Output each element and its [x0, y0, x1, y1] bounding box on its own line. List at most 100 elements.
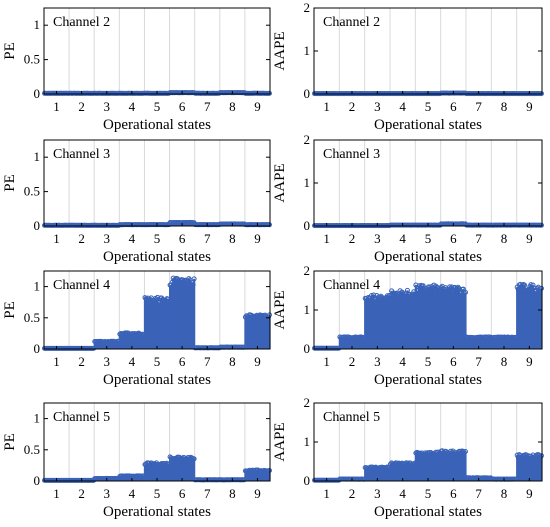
- x-tick-label: 6: [450, 231, 457, 246]
- state-6-stems: [167, 219, 197, 226]
- state-4-stems: [117, 473, 147, 481]
- y-tick-label: 2: [304, 263, 311, 278]
- x-tick-label: 2: [349, 231, 356, 246]
- stem-marker: [266, 90, 272, 96]
- x-tick-label: 6: [450, 486, 457, 501]
- y-axis-label: AAPE: [272, 163, 288, 202]
- y-tick-label: 1: [34, 17, 41, 32]
- y-tick-label: 1: [34, 411, 41, 426]
- x-tick-label: 2: [349, 354, 356, 369]
- stem-marker: [530, 282, 536, 288]
- y-axis-label: PE: [2, 433, 18, 451]
- x-tick-label: 8: [501, 231, 508, 246]
- x-tick-label: 5: [154, 354, 161, 369]
- stem-marker: [266, 468, 272, 474]
- x-tick-label: 8: [501, 486, 508, 501]
- y-tick-label: 0: [34, 86, 41, 101]
- stem-marker: [191, 456, 197, 462]
- x-tick-label: 3: [374, 99, 381, 114]
- x-tick-label: 2: [78, 486, 85, 501]
- x-axis-label: Operational states: [103, 504, 211, 520]
- x-tick-label: 3: [374, 354, 381, 369]
- x-axis-label: Operational states: [103, 372, 211, 388]
- state-4-stems: [388, 460, 418, 481]
- x-tick-label: 9: [526, 354, 533, 369]
- x-tick-label: 5: [154, 99, 161, 114]
- state-9-stems: [514, 452, 544, 481]
- state-9-stems: [242, 312, 272, 349]
- x-tick-label: 9: [254, 354, 261, 369]
- x-tick-label: 3: [374, 486, 381, 501]
- panel-title: Channel 3: [53, 147, 110, 162]
- x-tick-label: 2: [78, 354, 85, 369]
- y-tick-label: 1: [304, 434, 311, 449]
- y-tick-label: 2: [304, 0, 311, 15]
- stem-marker: [413, 282, 419, 288]
- x-tick-label: 1: [323, 231, 330, 246]
- y-tick-label: 0.5: [24, 52, 40, 67]
- x-tick-label: 4: [399, 231, 406, 246]
- x-tick-label: 9: [526, 486, 533, 501]
- stem-marker: [371, 292, 377, 298]
- y-tick-label: 0: [304, 341, 311, 356]
- state-9-stems: [514, 281, 544, 349]
- x-tick-label: 4: [129, 99, 136, 114]
- stem-marker: [400, 291, 406, 297]
- y-tick-label: 1: [304, 43, 311, 58]
- state-3-stems: [362, 292, 392, 349]
- y-axis-label: PE: [2, 301, 18, 319]
- x-tick-label: 6: [450, 354, 457, 369]
- x-tick-label: 7: [475, 354, 482, 369]
- x-tick-label: 5: [425, 354, 432, 369]
- stem-marker: [266, 222, 272, 228]
- panel-title: Channel 4: [323, 278, 380, 293]
- y-axis-label: AAPE: [272, 422, 288, 461]
- state-8-stems: [489, 334, 519, 349]
- x-tick-label: 7: [475, 99, 482, 114]
- x-tick-label: 5: [425, 486, 432, 501]
- x-tick-label: 9: [254, 231, 261, 246]
- x-tick-label: 5: [425, 231, 432, 246]
- x-tick-label: 6: [179, 486, 186, 501]
- x-tick-label: 8: [501, 354, 508, 369]
- x-tick-label: 9: [254, 99, 261, 114]
- x-tick-label: 5: [154, 486, 161, 501]
- y-tick-label: 0.5: [24, 184, 40, 199]
- x-tick-label: 8: [229, 354, 236, 369]
- x-axis-label: Operational states: [374, 249, 482, 265]
- panel-title: Channel 3: [323, 147, 380, 162]
- x-axis-label: Operational states: [103, 249, 211, 265]
- y-tick-label: 2: [304, 395, 311, 410]
- x-tick-label: 7: [204, 99, 211, 114]
- y-tick-label: 1: [34, 279, 41, 294]
- x-tick-label: 8: [229, 486, 236, 501]
- panel-5: 0 0.5 1 1 2 3 4 5 6 7 8 9 Operational states PE Channe…: [2, 270, 272, 388]
- stem-marker: [266, 312, 272, 318]
- x-tick-label: 2: [349, 99, 356, 114]
- y-tick-label: 2: [304, 132, 311, 147]
- x-tick-label: 8: [229, 99, 236, 114]
- x-tick-label: 2: [78, 231, 85, 246]
- state-4-stems: [388, 287, 418, 349]
- x-tick-label: 7: [204, 231, 211, 246]
- stem-marker: [538, 285, 544, 291]
- state-6-stems: [438, 283, 468, 349]
- stem-marker: [462, 289, 468, 295]
- stem-marker: [522, 282, 528, 288]
- state-5-stems: [142, 294, 172, 349]
- state-3-stems: [362, 464, 392, 481]
- y-axis-label: PE: [2, 42, 18, 60]
- x-tick-label: 7: [204, 354, 211, 369]
- x-axis-label: Operational states: [374, 117, 482, 133]
- state-3-stems: [92, 338, 122, 349]
- y-tick-label: 0: [304, 473, 311, 488]
- x-tick-label: 1: [323, 99, 330, 114]
- state-5-stems: [413, 282, 443, 349]
- x-tick-label: 9: [526, 231, 533, 246]
- x-tick-label: 4: [399, 354, 406, 369]
- x-tick-label: 4: [129, 231, 136, 246]
- panel-title: Channel 5: [323, 410, 380, 425]
